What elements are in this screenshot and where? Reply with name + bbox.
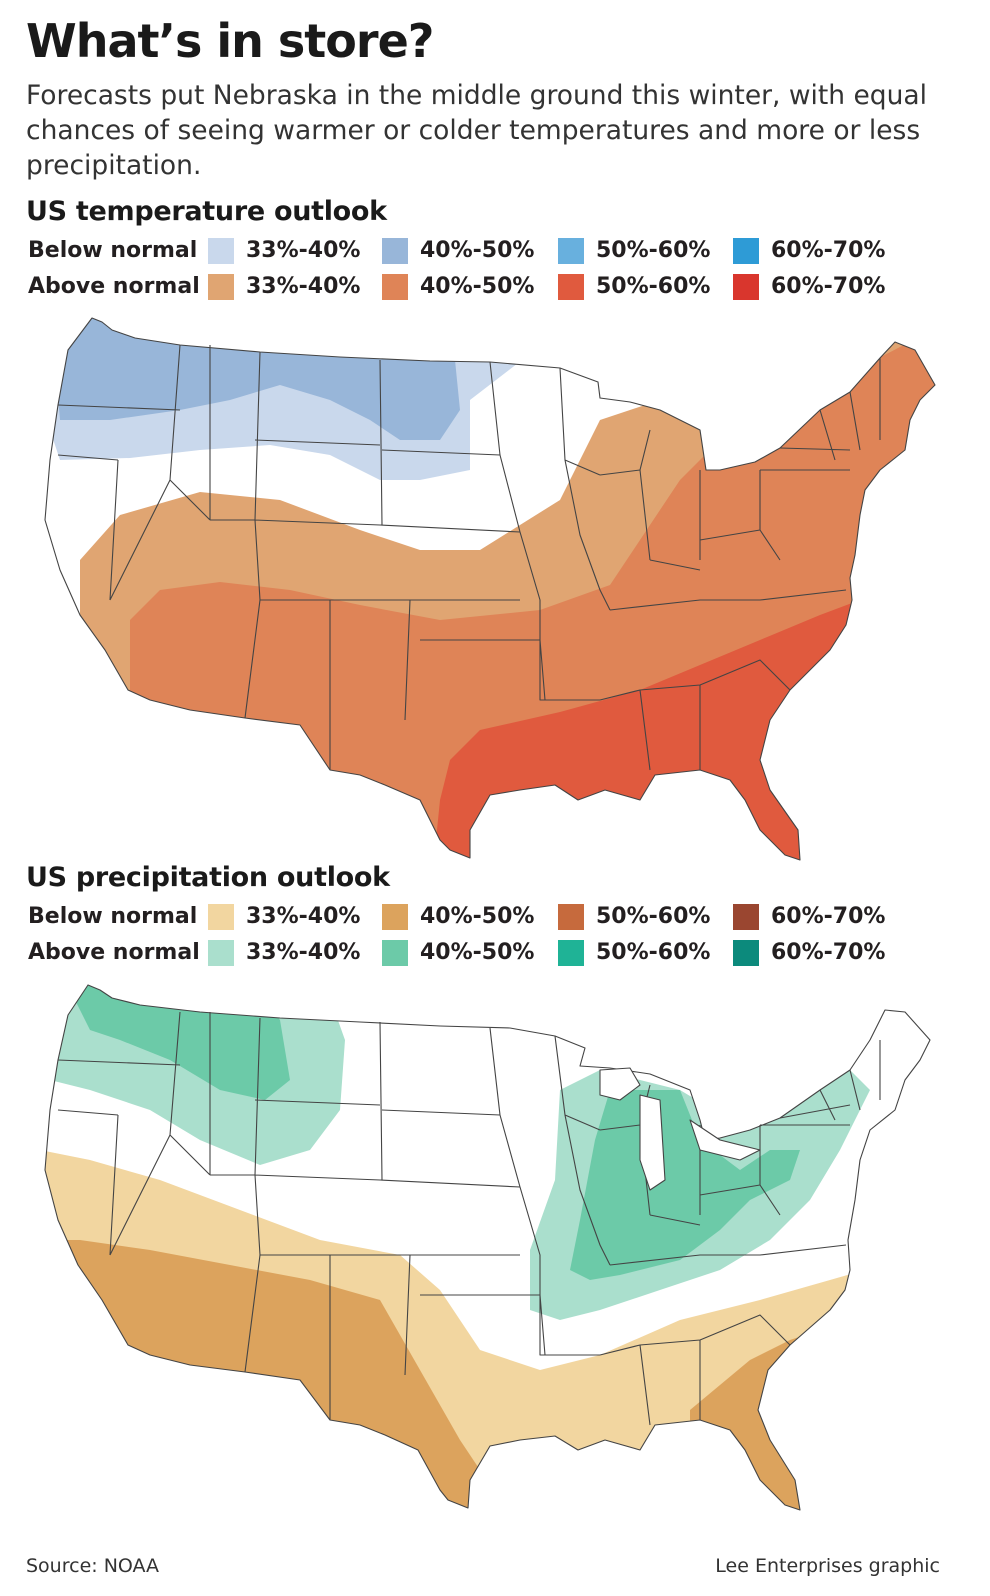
- precipitation-legend: Below normal 33%-40% 40%-50% 50%-60% 60%…: [28, 902, 968, 974]
- legend-swatch: [208, 274, 234, 300]
- legend-swatch: [558, 238, 584, 264]
- legend-row-label: Above normal: [28, 940, 200, 965]
- temperature-legend: Below normal 33%-40% 40%-50% 50%-60% 60%…: [28, 236, 968, 308]
- precipitation-legend-above-row: Above normal 33%-40% 40%-50% 50%-60% 60%…: [28, 938, 968, 974]
- legend-label: 60%-70%: [771, 940, 886, 965]
- great-lakes: [599, 1067, 761, 1191]
- source-credit: Source: NOAA: [26, 1555, 160, 1577]
- state-lines: [57, 344, 881, 771]
- graphic-subtitle: Forecasts put Nebraska in the middle gro…: [26, 80, 928, 181]
- legend-swatch: [208, 940, 234, 966]
- above-normal-40-50-east-region: [570, 1090, 800, 1280]
- legend-swatch: [733, 904, 759, 930]
- precipitation-section-title: US precipitation outlook: [26, 862, 390, 893]
- legend-swatch: [382, 904, 408, 930]
- legend-label: 40%-50%: [420, 274, 535, 299]
- legend-label: 40%-50%: [420, 904, 535, 929]
- legend-label: 60%-70%: [771, 274, 886, 299]
- legend-label: 50%-60%: [596, 940, 711, 965]
- temperature-section-title: US temperature outlook: [26, 196, 387, 227]
- legend-label: 50%-60%: [596, 238, 711, 263]
- legend-swatch: [208, 904, 234, 930]
- legend-swatch: [382, 238, 408, 264]
- legend-swatch: [382, 274, 408, 300]
- legend-label: 33%-40%: [246, 904, 361, 929]
- legend-swatch: [208, 238, 234, 264]
- legend-label: 33%-40%: [246, 274, 361, 299]
- precipitation-legend-below-row: Below normal 33%-40% 40%-50% 50%-60% 60%…: [28, 902, 968, 938]
- legend-swatch: [733, 940, 759, 966]
- precipitation-state-borders: [44, 984, 931, 1511]
- temperature-legend-below-row: Below normal 33%-40% 40%-50% 50%-60% 60%…: [28, 236, 968, 272]
- legend-swatch: [733, 274, 759, 300]
- legend-swatch: [733, 238, 759, 264]
- legend-swatch: [558, 274, 584, 300]
- legend-label: 33%-40%: [246, 940, 361, 965]
- legend-row-label: Below normal: [28, 238, 198, 263]
- legend-swatch: [382, 940, 408, 966]
- legend-label: 50%-60%: [596, 274, 711, 299]
- temperature-legend-above-row: Above normal 33%-40% 40%-50% 50%-60% 60%…: [28, 272, 968, 308]
- us-outline: [44, 317, 936, 861]
- legend-label: 60%-70%: [771, 904, 886, 929]
- legend-label: 50%-60%: [596, 904, 711, 929]
- legend-swatch: [558, 940, 584, 966]
- legend-row-label: Below normal: [28, 904, 198, 929]
- graphic-title: What’s in store?: [26, 14, 434, 68]
- precipitation-outlook-shading: [45, 985, 930, 1510]
- legend-label: 40%-50%: [420, 238, 535, 263]
- legend-label: 33%-40%: [246, 238, 361, 263]
- temperature-state-borders: [44, 317, 936, 861]
- legend-label: 60%-70%: [771, 238, 886, 263]
- legend-swatch: [558, 904, 584, 930]
- graphic-credit: Lee Enterprises graphic: [715, 1555, 940, 1577]
- legend-row-label: Above normal: [28, 274, 200, 299]
- legend-label: 40%-50%: [420, 940, 535, 965]
